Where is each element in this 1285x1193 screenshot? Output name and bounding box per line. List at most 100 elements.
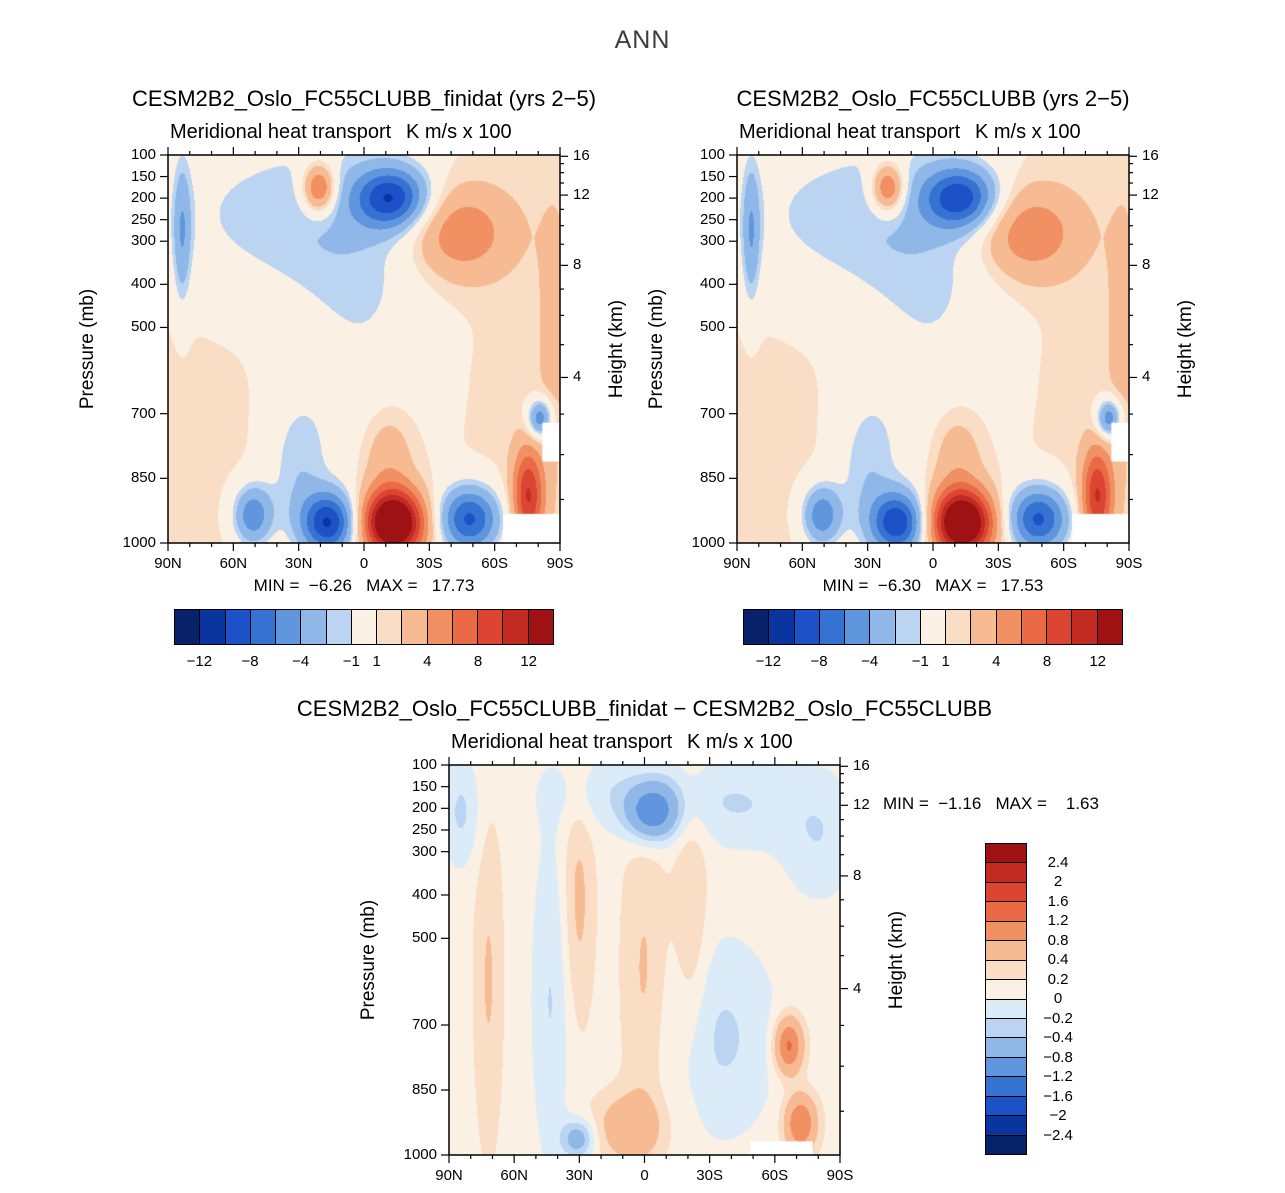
pressure-tick-label: 150 — [130, 167, 156, 185]
colorbar-tick-label: −1 — [342, 653, 360, 670]
height-tick-label: 12 — [573, 186, 590, 204]
colorbar-tick-label: −1.6 — [1043, 1087, 1073, 1105]
colorbar-swatch — [502, 609, 529, 645]
latitude-tick-label: 0 — [359, 555, 369, 572]
colorbar-swatch — [985, 1017, 1027, 1039]
latitude-tick-label: 60S — [481, 555, 508, 572]
colorbar-swatch — [376, 609, 403, 645]
colorbar-swatch — [985, 862, 1027, 883]
pressure-tick-label: 700 — [130, 404, 156, 422]
colorbar-tick-label: −1 — [911, 653, 929, 670]
pressure-tick-label: 850 — [130, 469, 156, 487]
minmax-text: MIN = −6.26 MAX = 17.73 — [253, 576, 475, 595]
colorbar-swatch — [985, 1037, 1027, 1058]
height-tick-label: 16 — [1142, 147, 1159, 165]
pressure-tick-label: 150 — [411, 777, 437, 795]
figure-title: ANN — [614, 26, 671, 54]
pressure-tick-label: 200 — [130, 189, 156, 207]
contour-field-canvas — [168, 155, 560, 543]
latitude-tick-label: 0 — [640, 1167, 649, 1184]
colorbar-swatch — [985, 1076, 1027, 1097]
pressure-tick-label: 850 — [699, 469, 725, 487]
colorbar-tick-label: 12 — [1089, 653, 1106, 670]
colorbar — [743, 609, 1123, 645]
pressure-tick-label: 700 — [699, 404, 725, 422]
panel-title: CESM2B2_Oslo_FC55CLUBB_finidat (yrs 2−5) — [131, 86, 597, 111]
colorbar-swatch — [350, 609, 378, 645]
latitude-tick-label: 30S — [415, 555, 443, 572]
colorbar-tick-label: −2 — [1049, 1107, 1067, 1124]
pressure-tick-label: 250 — [699, 210, 725, 228]
colorbar-swatch — [477, 609, 504, 645]
colorbar-tick-label: 2.4 — [1047, 853, 1069, 871]
latitude-tick-label: 30S — [696, 1167, 723, 1184]
height-tick-label: 12 — [1142, 186, 1159, 204]
pressure-tick-label: 100 — [411, 756, 437, 773]
panel-subtitle: Meridional heat transport — [739, 121, 961, 143]
pressure-tick-label: 400 — [699, 275, 725, 293]
colorbar-tick-label: −0.4 — [1043, 1029, 1073, 1046]
colorbar-swatch — [985, 1134, 1027, 1155]
colorbar-tick-label: 4 — [992, 653, 1001, 670]
colorbar-tick-label: 1.6 — [1047, 892, 1069, 910]
panel-subtitle: Meridional heat transport — [451, 731, 673, 753]
plot-axes-frame — [160, 147, 568, 551]
latitude-tick-label: 0 — [928, 555, 938, 572]
colorbar-swatch — [945, 609, 972, 645]
colorbar-swatch — [985, 843, 1027, 864]
colorbar-swatch — [985, 959, 1027, 981]
latitude-tick-label: 60N — [219, 555, 248, 572]
latitude-tick-label: 60N — [500, 1167, 528, 1184]
height-tick-label: 4 — [853, 979, 862, 997]
colorbar-tick-label: −12 — [186, 653, 213, 670]
colorbar-swatch — [985, 1115, 1027, 1136]
pressure-tick-label: 100 — [130, 146, 156, 163]
panel-subtitle: Meridional heat transport — [170, 121, 392, 143]
colorbar-tick-label: 12 — [520, 653, 537, 670]
panel-units-label: K m/s x 100 — [687, 731, 793, 753]
pressure-tick-label: 700 — [411, 1016, 437, 1033]
latitude-tick-label: 90N — [154, 555, 182, 572]
colorbar-tick-label: −8 — [810, 653, 828, 670]
pressure-tick-label: 200 — [411, 799, 437, 817]
panel-units-label: K m/s x 100 — [406, 121, 512, 143]
colorbar-tick-label: −0.2 — [1043, 1009, 1073, 1027]
colorbar-swatch — [1096, 609, 1123, 645]
colorbar-tick-label: −4 — [292, 653, 310, 670]
colorbar-swatch — [894, 609, 921, 645]
colorbar — [174, 609, 554, 645]
colorbar-swatch — [451, 609, 479, 645]
pressure-tick-label: 850 — [411, 1081, 437, 1098]
latitude-tick-label: 90S — [826, 1167, 854, 1184]
minmax-text: MIN = −1.16 MAX = 1.63 — [883, 794, 1099, 813]
colorbar-tick-label: −12 — [755, 653, 782, 670]
height-tick-label: 8 — [853, 866, 862, 884]
colorbar-tick-label: 0.8 — [1047, 931, 1069, 949]
pressure-tick-label: 300 — [130, 232, 156, 250]
colorbar-tick-label: 0 — [1053, 990, 1063, 1007]
colorbar-tick-label: 4 — [423, 653, 432, 670]
latitude-tick-label: 90N — [723, 555, 751, 572]
latitude-tick-label: 60S — [761, 1167, 789, 1184]
colorbar-tick-label: 8 — [1042, 653, 1052, 670]
colorbar-swatch — [985, 920, 1027, 942]
colorbar-tick-label: −2.4 — [1043, 1126, 1073, 1144]
pressure-tick-label: 200 — [699, 189, 725, 207]
colorbar-swatch — [985, 1056, 1027, 1078]
colorbar-swatch — [985, 979, 1027, 1000]
height-axis-title: Height (km) — [886, 910, 907, 1010]
colorbar-tick-label: 2 — [1053, 873, 1063, 890]
pressure-tick-label: 100 — [699, 146, 725, 163]
pressure-tick-label: 1000 — [691, 534, 725, 551]
plot-axes-frame — [441, 757, 848, 1163]
colorbar-swatch — [199, 609, 226, 645]
pressure-tick-label: 400 — [411, 886, 437, 903]
latitude-tick-label: 60S — [1050, 555, 1077, 572]
latitude-tick-label: 90S — [1115, 555, 1143, 572]
latitude-tick-label: 90S — [546, 555, 574, 572]
colorbar-swatch — [527, 609, 554, 645]
panel-title: CESM2B2_Oslo_FC55CLUBB_finidat − CESM2B2… — [296, 696, 993, 721]
pressure-tick-label: 300 — [699, 232, 725, 250]
colorbar-tick-label: −8 — [241, 653, 259, 670]
